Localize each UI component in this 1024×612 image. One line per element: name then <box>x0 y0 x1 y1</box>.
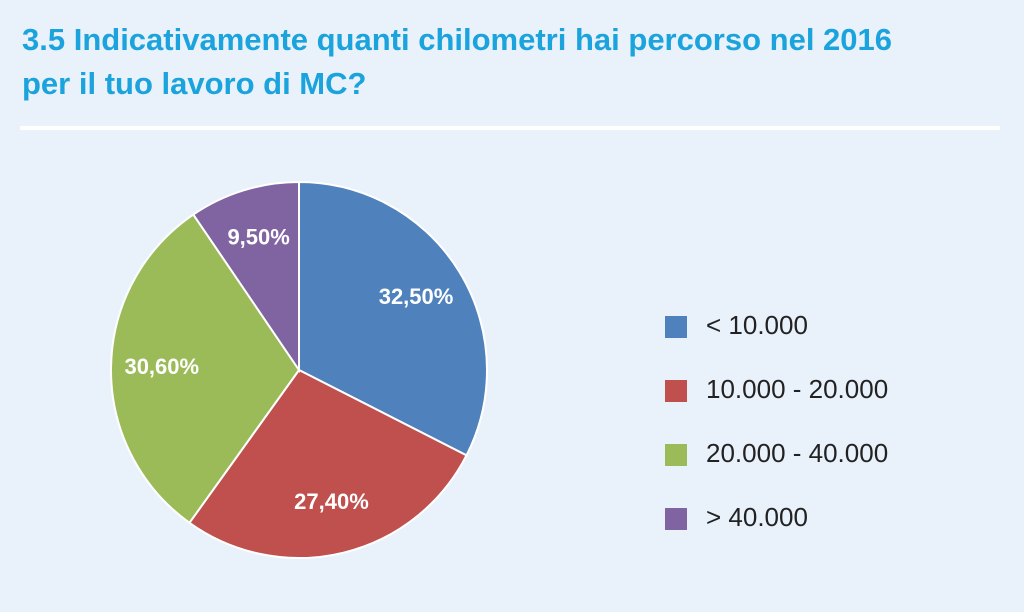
divider <box>20 126 1000 130</box>
value-label: 9,50% <box>227 225 289 250</box>
chart-title: 3.5 Indicativamente quanti chilometri ha… <box>22 22 893 101</box>
value-label: 32,50% <box>379 284 454 309</box>
legend-label: 10.000 - 20.000 <box>706 374 888 404</box>
legend-swatch <box>665 444 687 466</box>
legend-label: 20.000 - 40.000 <box>706 438 888 468</box>
legend-swatch <box>665 380 687 402</box>
pie-slice <box>298 180 488 457</box>
pie-slice <box>188 368 468 559</box>
value-label: 30,60% <box>124 354 199 379</box>
legend-label: < 10.000 <box>706 310 808 340</box>
pie-slice <box>110 213 301 525</box>
legend-label: > 40.000 <box>706 502 808 532</box>
legend-swatch <box>665 508 687 530</box>
pie-slice <box>191 180 300 374</box>
value-label: 27,40% <box>294 489 369 514</box>
legend-swatch <box>665 316 687 338</box>
